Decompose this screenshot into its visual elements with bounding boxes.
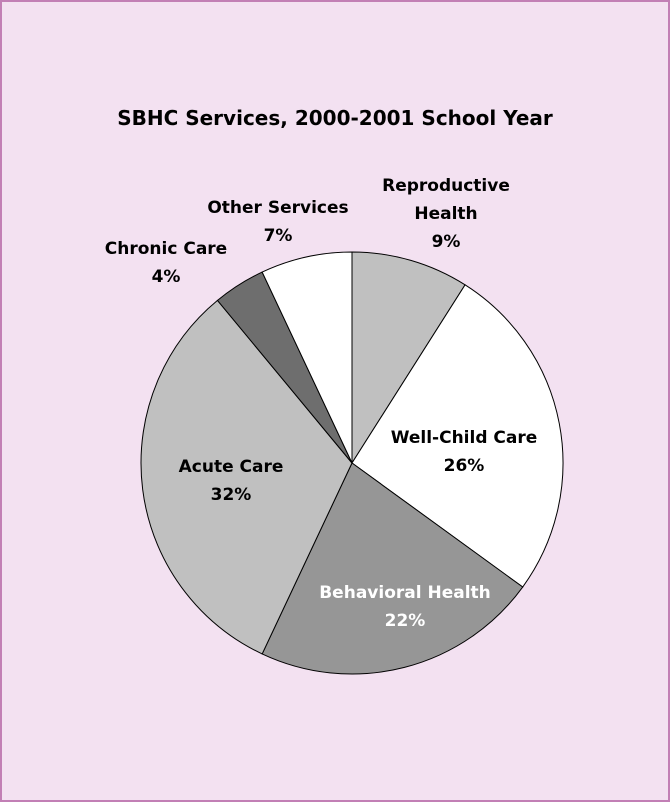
slice-value-label: 7%: [263, 226, 293, 246]
pie-slice: [140, 299, 353, 655]
pie-slice: [351, 284, 564, 588]
slice-value-label: 9%: [431, 232, 461, 252]
slice-label: Chronic Care: [104, 239, 228, 259]
slice-label: Acute Care: [178, 457, 284, 477]
slice-label: Behavioral Health: [319, 583, 491, 603]
slice-value-label: 32%: [210, 485, 252, 505]
pie-slice: [261, 251, 353, 464]
slice-value-label: 26%: [443, 456, 485, 476]
slice-label: Other Services: [207, 198, 349, 218]
chart-title: SBHC Services, 2000-2001 School Year: [117, 106, 553, 130]
slice-label: Reproductive Health: [382, 176, 510, 224]
slice-value-label: 4%: [151, 267, 181, 287]
pie-slice: [351, 251, 466, 465]
slice-label: Well-Child Care: [390, 428, 538, 448]
slice-value-label: 22%: [384, 611, 426, 631]
